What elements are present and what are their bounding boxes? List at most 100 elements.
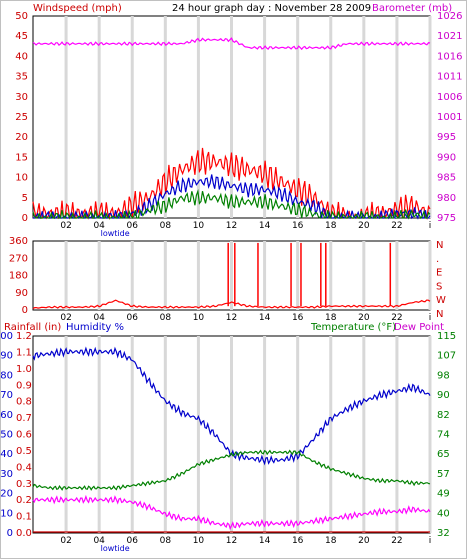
barometer-tick: 975 [437, 213, 456, 224]
rainfall-tick: 1.0 [16, 364, 32, 375]
x-tick-label: i [429, 536, 432, 546]
x-tick-label: 20 [358, 536, 370, 546]
x-tick-label: 18 [325, 221, 337, 231]
rainfall-tick: 1.2 [16, 331, 32, 342]
barometer-tick: 980 [437, 193, 456, 204]
windspeed-axis-label: Windspeed (mph) [33, 3, 122, 14]
dewpoint-axis-label: Dew Point [394, 322, 444, 333]
x-tick-label: 12 [226, 221, 237, 231]
humidity-tick: 20 [0, 489, 13, 500]
barometer-tick: 990 [437, 152, 456, 163]
x-tick-label: 04 [93, 221, 105, 231]
windspeed-tick: 40 [15, 51, 28, 62]
windspeed-tick: 10 [15, 173, 28, 184]
rainfall-tick: 0.9 [16, 380, 32, 391]
compass-label: W [436, 295, 446, 306]
temperature-axis-label: Temperature (°F) [310, 322, 396, 333]
x-tick-label: 16 [292, 536, 304, 546]
barometer-tick: 1026 [437, 11, 462, 22]
rainfall-tick: 0.4 [16, 462, 32, 473]
temperature-tick: 107 [437, 351, 456, 362]
wind-low-line [32, 189, 431, 220]
x-tick-label: 02 [60, 536, 71, 546]
humidity-tick: 60 [0, 410, 13, 421]
x-tick-label: 14 [259, 536, 271, 546]
x-tick-label: 02 [60, 221, 71, 231]
humidity-tick: 90 [0, 351, 13, 362]
x-tick-label: 06 [127, 221, 139, 231]
x-tick-label: 06 [127, 313, 139, 323]
wind-direction-line [32, 299, 431, 310]
wind-barometer-panel: 0 5 10 15 20 25 30 35 40 45 50 975 980 985 990 995 1001 1… [15, 11, 462, 238]
rainfall-tick: 0.7 [16, 413, 32, 424]
x-tick-label: 12 [226, 313, 237, 323]
barometer-tick: 985 [437, 173, 456, 184]
x-tick-label: 18 [325, 536, 337, 546]
x-tick-label: 10 [193, 221, 205, 231]
barometer-line [32, 37, 431, 51]
x-tick-label: 22 [391, 313, 402, 323]
humidity-tick: 100 [0, 331, 13, 342]
humidity-tick: 40 [0, 449, 13, 460]
x-tick-label: 10 [193, 536, 205, 546]
dewpoint-line [32, 494, 431, 531]
compass-label: E [436, 268, 442, 279]
humidity-tick: 10 [0, 508, 13, 519]
temperature-tick: 32 [437, 528, 450, 539]
x-tick-label: 20 [358, 313, 370, 323]
humidity-tick: 0 [7, 528, 13, 539]
windspeed-tick: 0 [22, 213, 28, 224]
barometer-axis-label: Barometer (mb) [372, 3, 452, 14]
rainfall-tick: 0.8 [16, 397, 32, 408]
x-tick-label: 14 [259, 221, 271, 231]
windspeed-tick: 15 [15, 152, 28, 163]
temperature-tick: 40 [437, 508, 450, 519]
x-tick-label: 06 [127, 536, 139, 546]
barometer-tick: 995 [437, 132, 456, 143]
x-tick-label: 10 [193, 313, 205, 323]
x-tick-label: 08 [160, 536, 172, 546]
compass-label: S [436, 281, 442, 292]
windspeed-tick: 25 [15, 112, 28, 123]
temperature-tick: 74 [437, 430, 450, 441]
windspeed-tick: 45 [15, 31, 28, 42]
windspeed-tick: 30 [15, 92, 28, 103]
lowtide-label: lowtide [101, 229, 130, 238]
windspeed-tick: 35 [15, 72, 28, 83]
rainfall-tick: 0.1 [16, 512, 32, 523]
x-tick-label: 22 [391, 221, 402, 231]
temperature-line [32, 449, 431, 491]
temperature-tick: 82 [437, 410, 450, 421]
barometer-tick: 1006 [437, 92, 462, 103]
direction-tick: 0 [22, 305, 28, 316]
x-tick-label: i [429, 313, 432, 323]
x-tick-label: 18 [325, 313, 337, 323]
direction-tick: 270 [9, 253, 28, 264]
humidity-tick: 30 [0, 469, 13, 480]
x-tick-label: 16 [292, 313, 304, 323]
rainfall-tick: 0.3 [16, 479, 32, 490]
direction-tick: 90 [15, 288, 28, 299]
compass-label: N [436, 240, 443, 251]
lowtide-label: lowtide [101, 544, 130, 553]
x-tick-label: 04 [93, 313, 105, 323]
rainfall-tick: 0.6 [16, 430, 32, 441]
x-tick-label: 08 [160, 313, 172, 323]
humidity-axis-label: Humidity % [66, 322, 124, 333]
x-tick-label: i [429, 221, 432, 231]
rainfall-axis-label: Rainfall (in) [4, 322, 61, 333]
x-tick-label: 16 [292, 221, 304, 231]
temperature-tick: 98 [437, 370, 450, 381]
temperature-tick: 49 [437, 489, 450, 500]
barometer-tick: 1001 [437, 112, 462, 123]
humidity-temperature-panel: 0 10 20 30 40 50 60 70 80 90 100 0.0 0.1 0.2 0.3 0.4 0.5… [0, 331, 456, 553]
barometer-tick: 1011 [437, 72, 462, 83]
x-tick-label: 12 [226, 536, 237, 546]
temperature-tick: 57 [437, 469, 450, 480]
rainfall-tick: 0.0 [16, 528, 32, 539]
barometer-tick: 1016 [437, 51, 462, 62]
temperature-tick: 115 [437, 331, 456, 342]
x-tick-label: 22 [391, 536, 402, 546]
